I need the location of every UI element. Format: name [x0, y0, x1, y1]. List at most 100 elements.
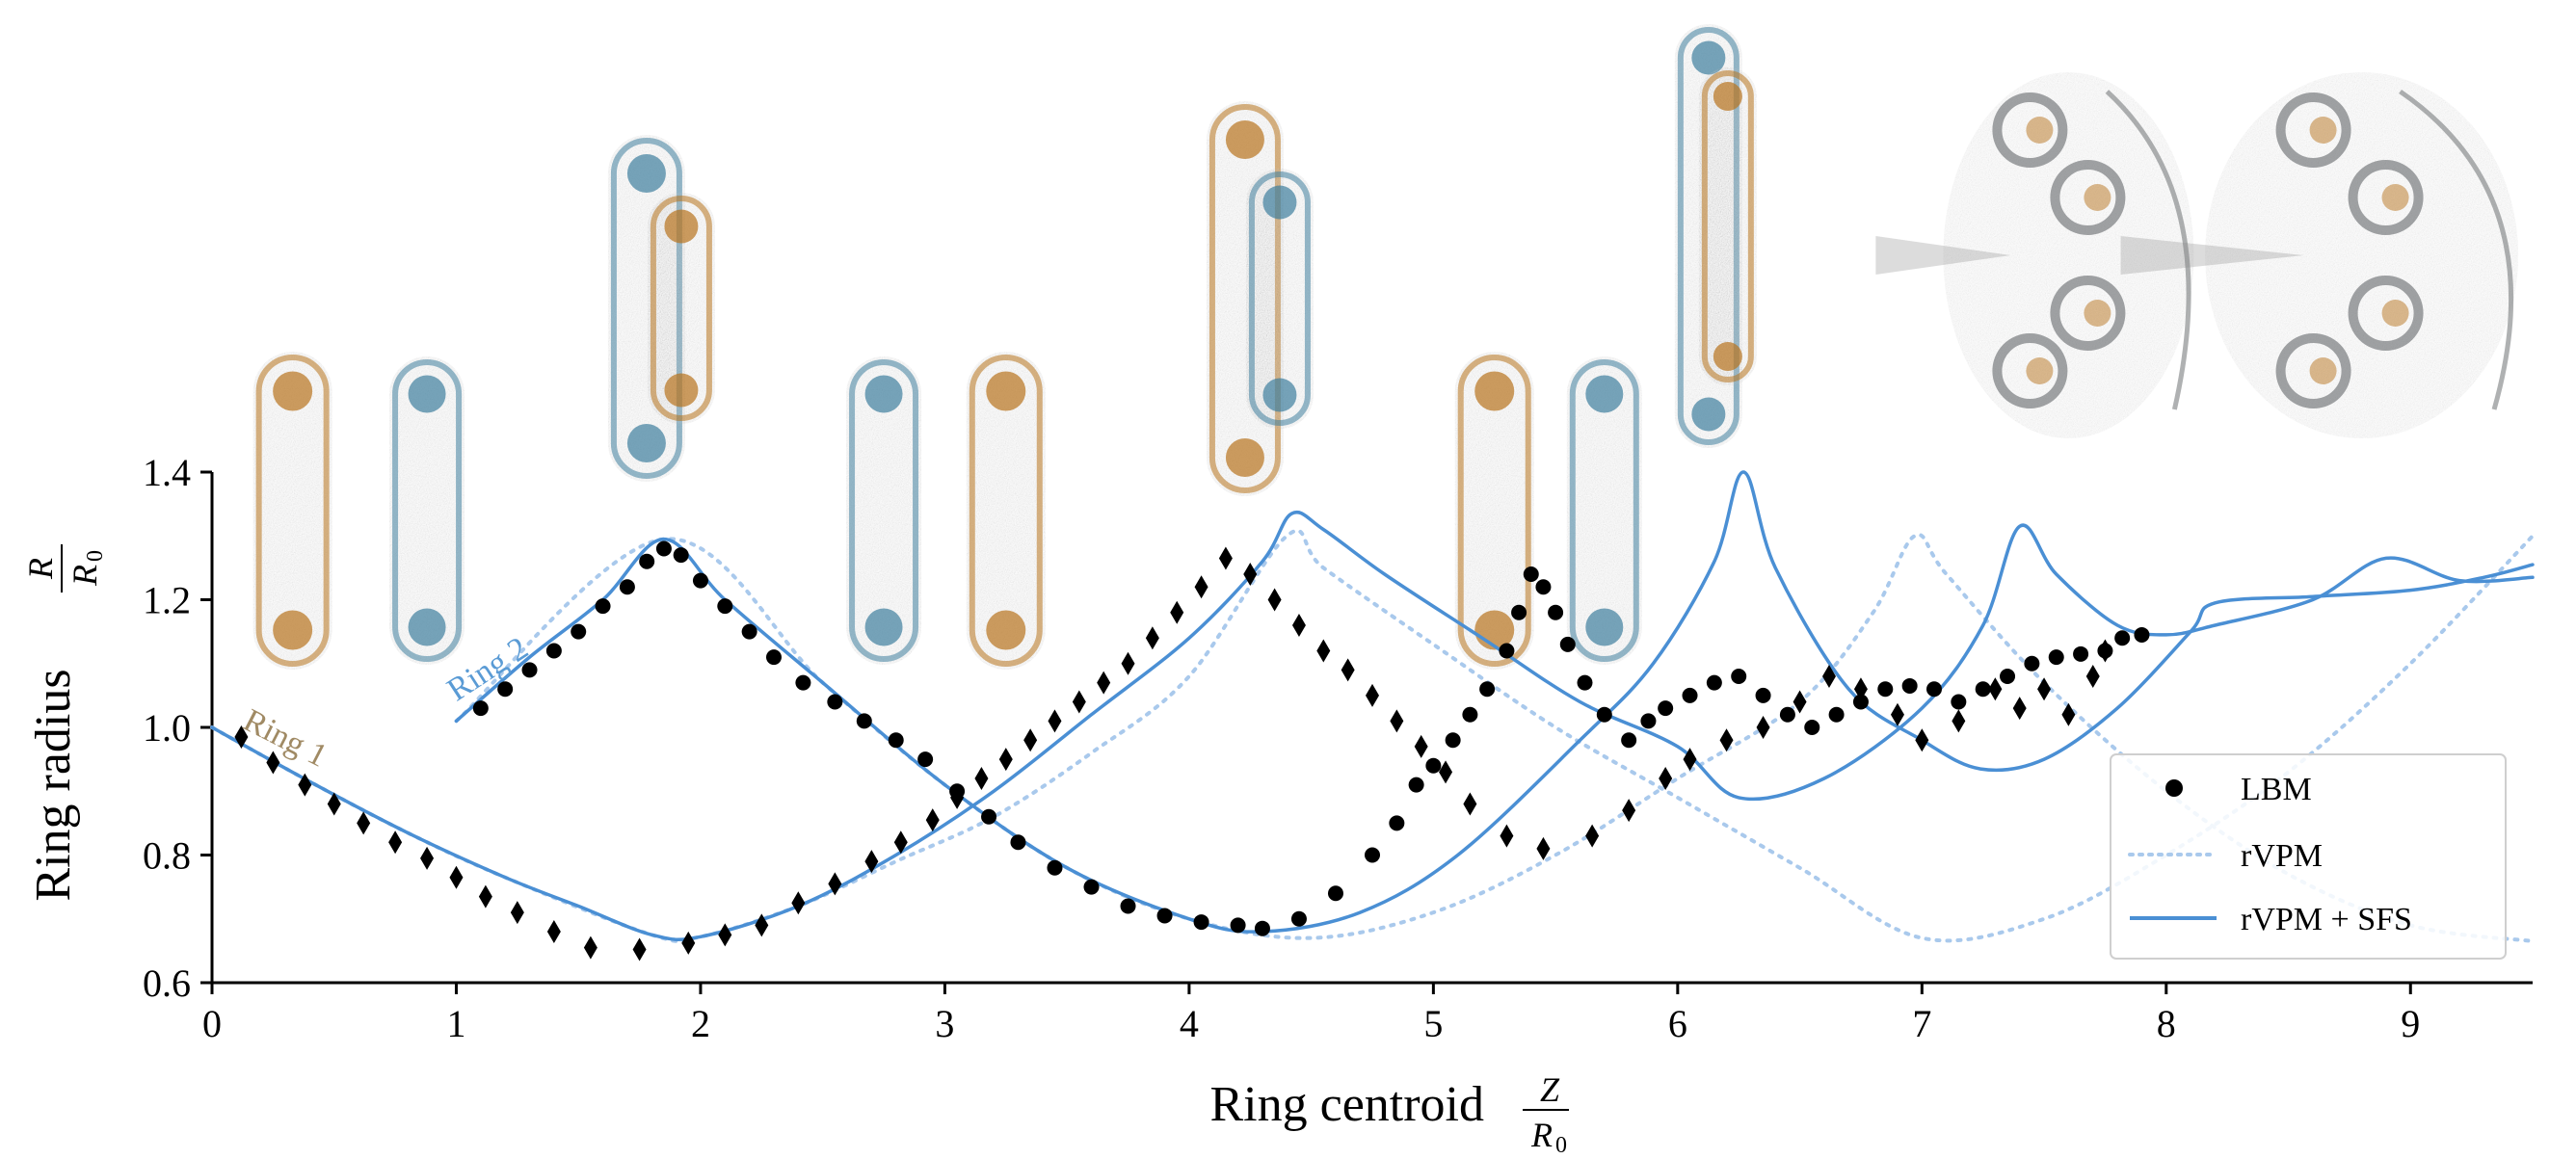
lbm-ring1-point: [1439, 760, 1453, 784]
lbm-ring2-point: [827, 694, 843, 710]
lbm-ring1-point: [327, 792, 341, 816]
lbm-ring2-point: [1596, 706, 1612, 723]
lbm-ring2-point: [981, 808, 997, 825]
lbm-ring2-point: [2073, 645, 2089, 662]
lbm-ring1-point: [974, 767, 989, 790]
lbm-ring2-point: [1779, 706, 1795, 723]
lbm-ring1-point: [864, 850, 879, 874]
lbm-ring1-point: [1622, 799, 1636, 823]
lbm-ring2-point: [673, 547, 689, 564]
lbm-ring2-point: [1640, 713, 1657, 729]
lbm-ring2-point: [1425, 757, 1442, 774]
lbm-ring1-point: [1988, 677, 2003, 701]
x-axis-frac-den: R: [1530, 1116, 1553, 1154]
ring-snapshot-11: [2120, 72, 2519, 438]
lbm-ring2-point: [1852, 694, 1869, 710]
ring-snapshot-8: [1566, 356, 1642, 665]
lbm-ring1-point: [1316, 639, 1331, 663]
y-axis-title: Ring radius R R 0: [21, 544, 108, 902]
lbm-ring2-point: [888, 732, 904, 749]
axes: 0 1 2 3 4 5 6 7 8 9 0.6 0.8 1.0 1.2 1.4: [143, 451, 2533, 1045]
lbm-ring2-point: [595, 598, 611, 615]
lbm-ring2-point: [472, 700, 489, 717]
lbm-ring2-point: [765, 649, 782, 666]
lbm-ring2-point: [1389, 815, 1405, 831]
ring-label-1: Ring 1: [238, 702, 332, 775]
x-ticks: 0 1 2 3 4 5 6 7 8 9: [202, 983, 2420, 1045]
lbm-ring1-point: [1585, 824, 1600, 848]
lbm-ring1-point: [2012, 697, 2027, 721]
ring-snapshots: [252, 24, 2519, 670]
lbm-ring1-point: [298, 773, 312, 797]
ring-snapshot-10: [1875, 72, 2194, 438]
lbm-ring2-point: [1577, 674, 1593, 691]
lbm-ring2-point: [1682, 687, 1698, 703]
x-tick-label: 9: [2401, 1002, 2420, 1045]
rvpm-ring1-line: [210, 528, 2535, 944]
lbm-ring2-point: [1621, 732, 1637, 749]
lbm-ring1-point: [1659, 767, 1673, 790]
lbm-ring1-point: [1536, 836, 1551, 860]
x-tick-label: 1: [446, 1002, 465, 1045]
lbm-ring2-point: [1327, 885, 1343, 902]
y-axis-title-text: Ring radius: [26, 669, 81, 901]
lbm-ring2-point: [639, 553, 655, 569]
lbm-ring2-point: [1462, 706, 1478, 723]
lbm-ring1-point: [1291, 614, 1306, 637]
lbm-ring2-point: [917, 751, 934, 768]
lbm-ring1-point: [1890, 702, 1904, 726]
lbm-ring2-point: [2097, 643, 2113, 659]
lbm-ring1-point: [1121, 651, 1135, 675]
lbm-ring1-point: [1683, 748, 1697, 772]
lbm-ring1-point: [388, 830, 403, 855]
y-tick-label: 1.4: [143, 451, 191, 494]
lbm-ring1-point: [1048, 709, 1062, 733]
lbm-ring1-point: [2085, 665, 2100, 688]
lbm-ring2-point: [571, 623, 587, 640]
lbm-ring2-point: [1290, 910, 1307, 927]
y-tick-label: 1.2: [143, 579, 191, 622]
y-tick-label: 0.6: [143, 961, 191, 1005]
rvpm-sfs-ring2-line: [454, 470, 2535, 934]
x-tick-label: 5: [1423, 1002, 1443, 1045]
ring-snapshot-7: [1454, 352, 1534, 670]
lbm-ring2-point: [521, 662, 538, 678]
legend: LBM rVPM rVPM + SFS: [2110, 753, 2507, 960]
ring-snapshot-1: [252, 352, 332, 670]
lbm-ring2-point: [1365, 847, 1380, 863]
y-axis-frac-den-sub: 0: [83, 550, 108, 562]
lbm-ring1-point: [1414, 734, 1428, 758]
lbm-ring2-point: [1408, 777, 1424, 793]
lbm-ring1-point: [478, 884, 492, 909]
lbm-ring2-point: [1877, 681, 1894, 698]
lbm-ring2-point: [2048, 649, 2064, 666]
lbm-ring1-point: [266, 751, 280, 775]
lbm-ring1-point: [1463, 792, 1477, 816]
lbm-ring2-point: [795, 674, 811, 691]
lbm-ring1-point: [1756, 716, 1770, 739]
y-axis-frac-den: R: [66, 565, 104, 587]
lbm-ring1-point: [718, 923, 732, 947]
lbm-ring2-point: [1083, 879, 1100, 895]
lbm-ring1-point: [1218, 546, 1233, 570]
legend-sfs-label: rVPM + SFS: [2241, 902, 2412, 937]
lbm-ring2-point: [1901, 677, 1918, 694]
ring-snapshot-2: [389, 356, 465, 665]
lbm-ring2-point: [1804, 720, 1820, 735]
ring-snapshot-6: [1206, 101, 1314, 496]
lbm-ring2-point: [1658, 700, 1674, 717]
lbm-ring1-point: [998, 748, 1013, 772]
x-axis-title: Ring centroid Z R 0: [1209, 1070, 1569, 1158]
lbm-ring2-point: [1975, 681, 1991, 698]
lbm-ring2-point: [1559, 636, 1576, 652]
lbm-ring2-point: [1445, 732, 1461, 749]
lbm-ring2-point: [949, 783, 966, 800]
legend-frame: [2110, 753, 2507, 960]
lbm-ring2-point: [1731, 669, 1747, 684]
lbm-ring2-point: [1120, 898, 1136, 914]
lbm-ring1-point: [1267, 588, 1282, 612]
lbm-ring2-point: [2114, 630, 2131, 646]
lbm-ring2-point: [2024, 655, 2040, 672]
lbm-ring2-point: [1047, 859, 1063, 876]
